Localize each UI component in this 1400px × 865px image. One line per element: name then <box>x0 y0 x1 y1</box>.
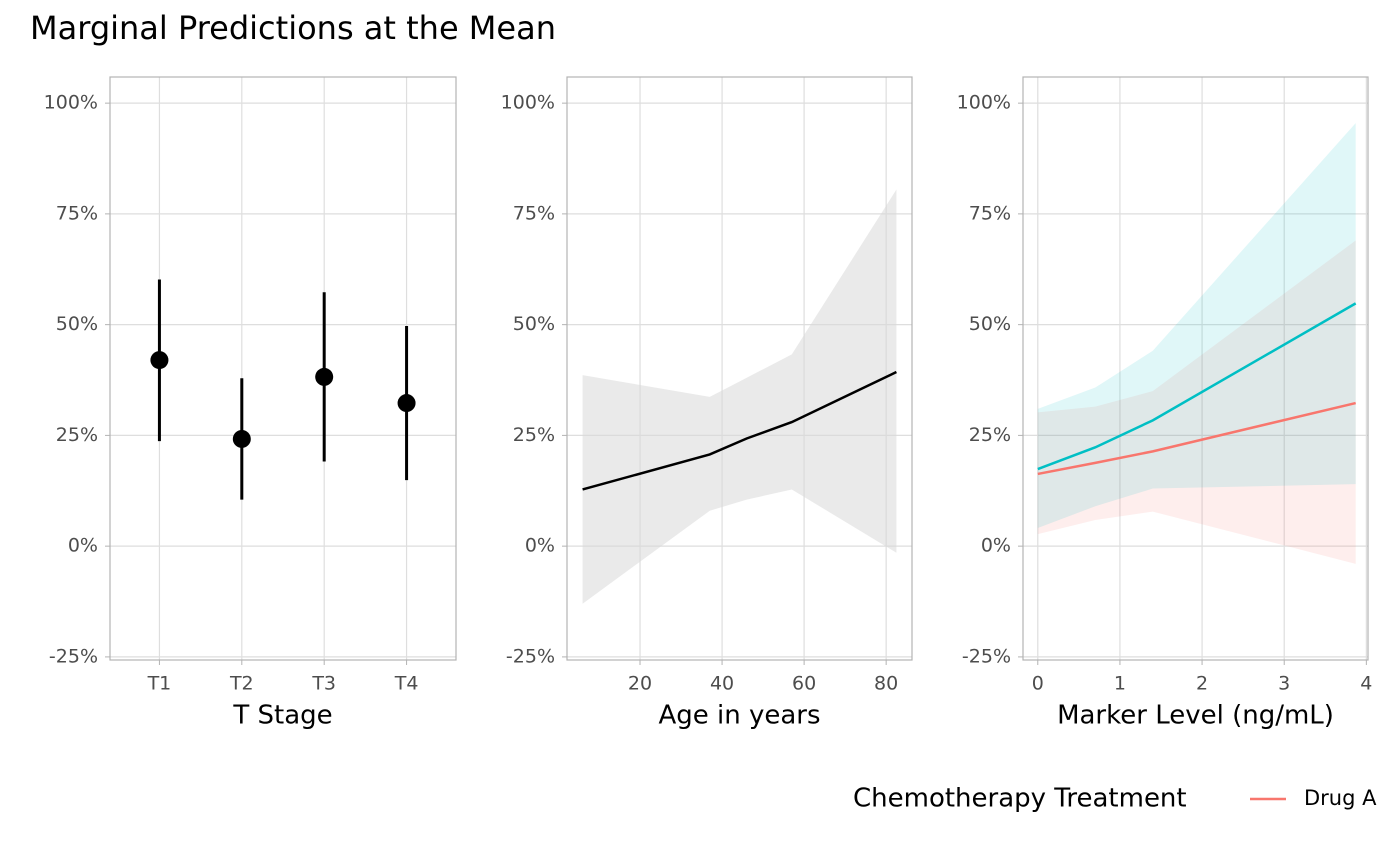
y-tick-label: -25% <box>962 645 1011 667</box>
x-tick-label: 0 <box>1032 673 1044 695</box>
panel-border <box>566 76 913 661</box>
chart-title: Marginal Predictions at the Mean <box>30 9 556 47</box>
y-tick-label: 25% <box>969 424 1011 446</box>
x-tick-label: T2 <box>229 673 254 695</box>
x-tick-label: 1 <box>1114 673 1126 695</box>
point <box>232 429 251 448</box>
x-tick-label: 4 <box>1360 673 1372 695</box>
y-tick-label: 75% <box>513 202 555 224</box>
x-tick-label: 20 <box>628 673 652 695</box>
point <box>397 394 416 413</box>
legend-label: Drug A <box>1304 786 1377 810</box>
line <box>1037 401 1356 476</box>
point <box>150 351 169 370</box>
x-tick-label: 2 <box>1196 673 1208 695</box>
y-tick-label: 50% <box>513 313 555 335</box>
x-tick-label: T1 <box>147 673 172 695</box>
point <box>315 367 334 386</box>
x-axis-title: T Stage <box>232 701 332 731</box>
x-tick-label: 40 <box>710 673 734 695</box>
x-tick-label: T4 <box>394 673 419 695</box>
x-tick-label: 3 <box>1278 673 1290 695</box>
y-tick-label: -25% <box>49 645 98 667</box>
y-tick-label: 100% <box>957 92 1011 114</box>
y-tick-label: 100% <box>44 92 98 114</box>
y-tick-label: 100% <box>501 92 555 114</box>
x-axis-title: Age in years <box>658 701 820 731</box>
panel-border <box>1022 76 1369 661</box>
confidence-band <box>582 189 897 604</box>
line <box>582 370 897 491</box>
y-tick-label: 75% <box>969 202 1011 224</box>
y-tick-label: 50% <box>56 313 98 335</box>
legend-title: Chemotherapy Treatment <box>853 784 1187 814</box>
y-tick-label: 25% <box>56 424 98 446</box>
x-tick-label: T3 <box>311 673 336 695</box>
y-tick-label: 0% <box>981 535 1011 557</box>
panel-border <box>109 76 457 661</box>
confidence-band <box>1037 123 1356 528</box>
x-tick-label: 60 <box>792 673 816 695</box>
y-tick-label: 50% <box>969 313 1011 335</box>
y-tick-label: 0% <box>68 535 98 557</box>
x-tick-label: 80 <box>874 673 898 695</box>
y-tick-label: -25% <box>506 645 555 667</box>
x-axis-title: Marker Level (ng/mL) <box>1057 701 1334 731</box>
y-tick-label: 0% <box>525 535 555 557</box>
y-tick-label: 25% <box>513 424 555 446</box>
confidence-band <box>1037 240 1356 564</box>
y-tick-label: 75% <box>56 202 98 224</box>
line <box>1037 302 1357 471</box>
